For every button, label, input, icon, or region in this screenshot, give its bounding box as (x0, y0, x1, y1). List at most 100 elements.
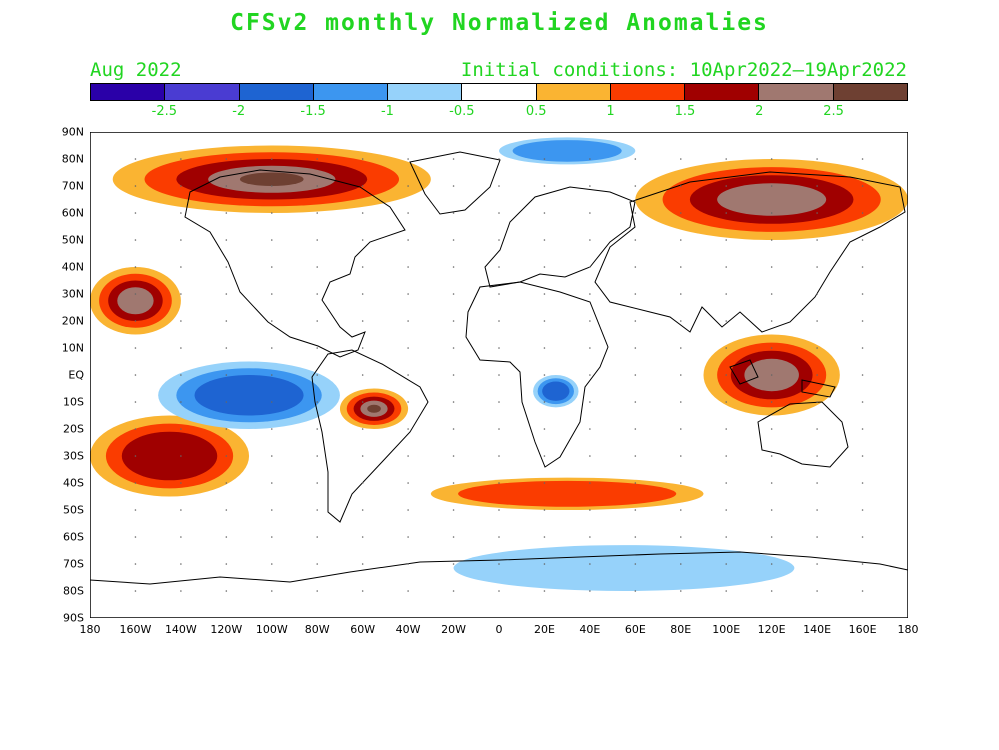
grid-dot (725, 428, 728, 430)
grid-dot (634, 347, 637, 349)
grid-dot (452, 320, 455, 322)
grid-dot (634, 455, 637, 457)
anomaly-region (542, 381, 570, 401)
grid-dot (225, 212, 228, 214)
grid-dot (543, 401, 546, 403)
grid-dot (452, 455, 455, 457)
grid-dot (816, 509, 818, 511)
grid-dot (498, 482, 500, 484)
grid-dot (770, 212, 773, 214)
grid-dot (725, 536, 728, 538)
init-conditions-label: Initial conditions: 10Apr2022–19Apr2022 (460, 59, 907, 81)
grid-dot (770, 428, 773, 430)
grid-dot (589, 401, 591, 403)
grid-dot (589, 266, 591, 268)
grid-dot (634, 536, 637, 538)
grid-dot (316, 509, 319, 511)
lat-tick-label: 20N (61, 314, 84, 328)
grid-dot (498, 266, 500, 268)
grid-dot (180, 239, 182, 241)
grid-dot (361, 455, 364, 457)
grid-dot (816, 293, 818, 295)
lat-tick-label: 30S (63, 449, 84, 463)
grid-dot (770, 347, 773, 349)
grid-dot (679, 347, 682, 349)
grid-dot (180, 563, 182, 565)
grid-dot (679, 428, 682, 430)
grid-dot (361, 401, 364, 403)
grid-dot (589, 293, 591, 295)
grid-dot (270, 509, 273, 511)
grid-dot (634, 401, 637, 403)
grid-dot (770, 266, 773, 268)
grid-dot (407, 401, 409, 403)
grid-dot (180, 455, 182, 457)
grid-dot (816, 212, 818, 214)
grid-dot (361, 509, 364, 511)
grid-dot (679, 293, 682, 295)
grid-dot (634, 239, 637, 241)
grid-dot (589, 563, 591, 565)
grid-dot (679, 266, 682, 268)
grid-dot (725, 401, 728, 403)
grid-dot (634, 185, 637, 187)
coastline-new-guinea (801, 379, 836, 398)
grid-dot (770, 185, 773, 187)
grid-dot (270, 563, 273, 565)
grid-dot (770, 563, 773, 565)
lon-tick-label: 80W (304, 623, 330, 636)
grid-dot (589, 536, 591, 538)
grid-dot (134, 347, 137, 349)
grid-dot (316, 563, 319, 565)
grid-dot (589, 347, 591, 349)
grid-dot (498, 428, 500, 430)
grid-dot (770, 509, 773, 511)
grid-dot (725, 320, 728, 322)
grid-dot (361, 320, 364, 322)
grid-dot (316, 455, 319, 457)
grid-dot (407, 158, 409, 160)
coastline-antarctica (90, 551, 908, 585)
colorbar-label: -0.5 (449, 104, 475, 119)
grid-dot (725, 266, 728, 268)
lat-tick-label: 60N (61, 206, 84, 220)
grid-dot (679, 536, 682, 538)
grid-dot (180, 347, 182, 349)
grid-dot (316, 212, 319, 214)
graticule (134, 158, 864, 592)
grid-dot (270, 455, 273, 457)
grid-dot (634, 293, 637, 295)
lat-tick-label: 90S (63, 611, 84, 625)
lon-tick-label: 160E (848, 623, 877, 636)
grid-dot (816, 401, 818, 403)
grid-dot (452, 509, 455, 511)
grid-dot (361, 374, 364, 376)
grid-dot (725, 374, 728, 376)
grid-dot (316, 482, 319, 484)
grid-dot (634, 320, 637, 322)
grid-dot (452, 293, 455, 295)
grid-dot (589, 320, 591, 322)
grid-dot (134, 563, 137, 565)
grid-dot (361, 239, 364, 241)
grid-dot (316, 590, 319, 592)
grid-dot (589, 185, 591, 187)
grid-dot (589, 239, 591, 241)
grid-dot (407, 374, 409, 376)
anomaly-region (367, 404, 381, 413)
grid-dot (725, 239, 728, 241)
colorbar-label: 1 (606, 104, 615, 119)
grid-dot (679, 158, 682, 160)
chart-title: CFSv2 monthly Normalized Anomalies (230, 10, 769, 36)
grid-dot (816, 563, 818, 565)
anomaly-region (194, 375, 304, 416)
coastline-north-america (184, 169, 406, 358)
grid-dot (679, 509, 682, 511)
grid-dot (225, 293, 228, 295)
grid-dot (770, 158, 773, 160)
grid-dot (861, 455, 864, 457)
grid-dot (725, 185, 728, 187)
lat-tick-label: 30N (61, 287, 84, 301)
lat-tick-label: 90N (61, 125, 84, 139)
grid-dot (543, 239, 546, 241)
